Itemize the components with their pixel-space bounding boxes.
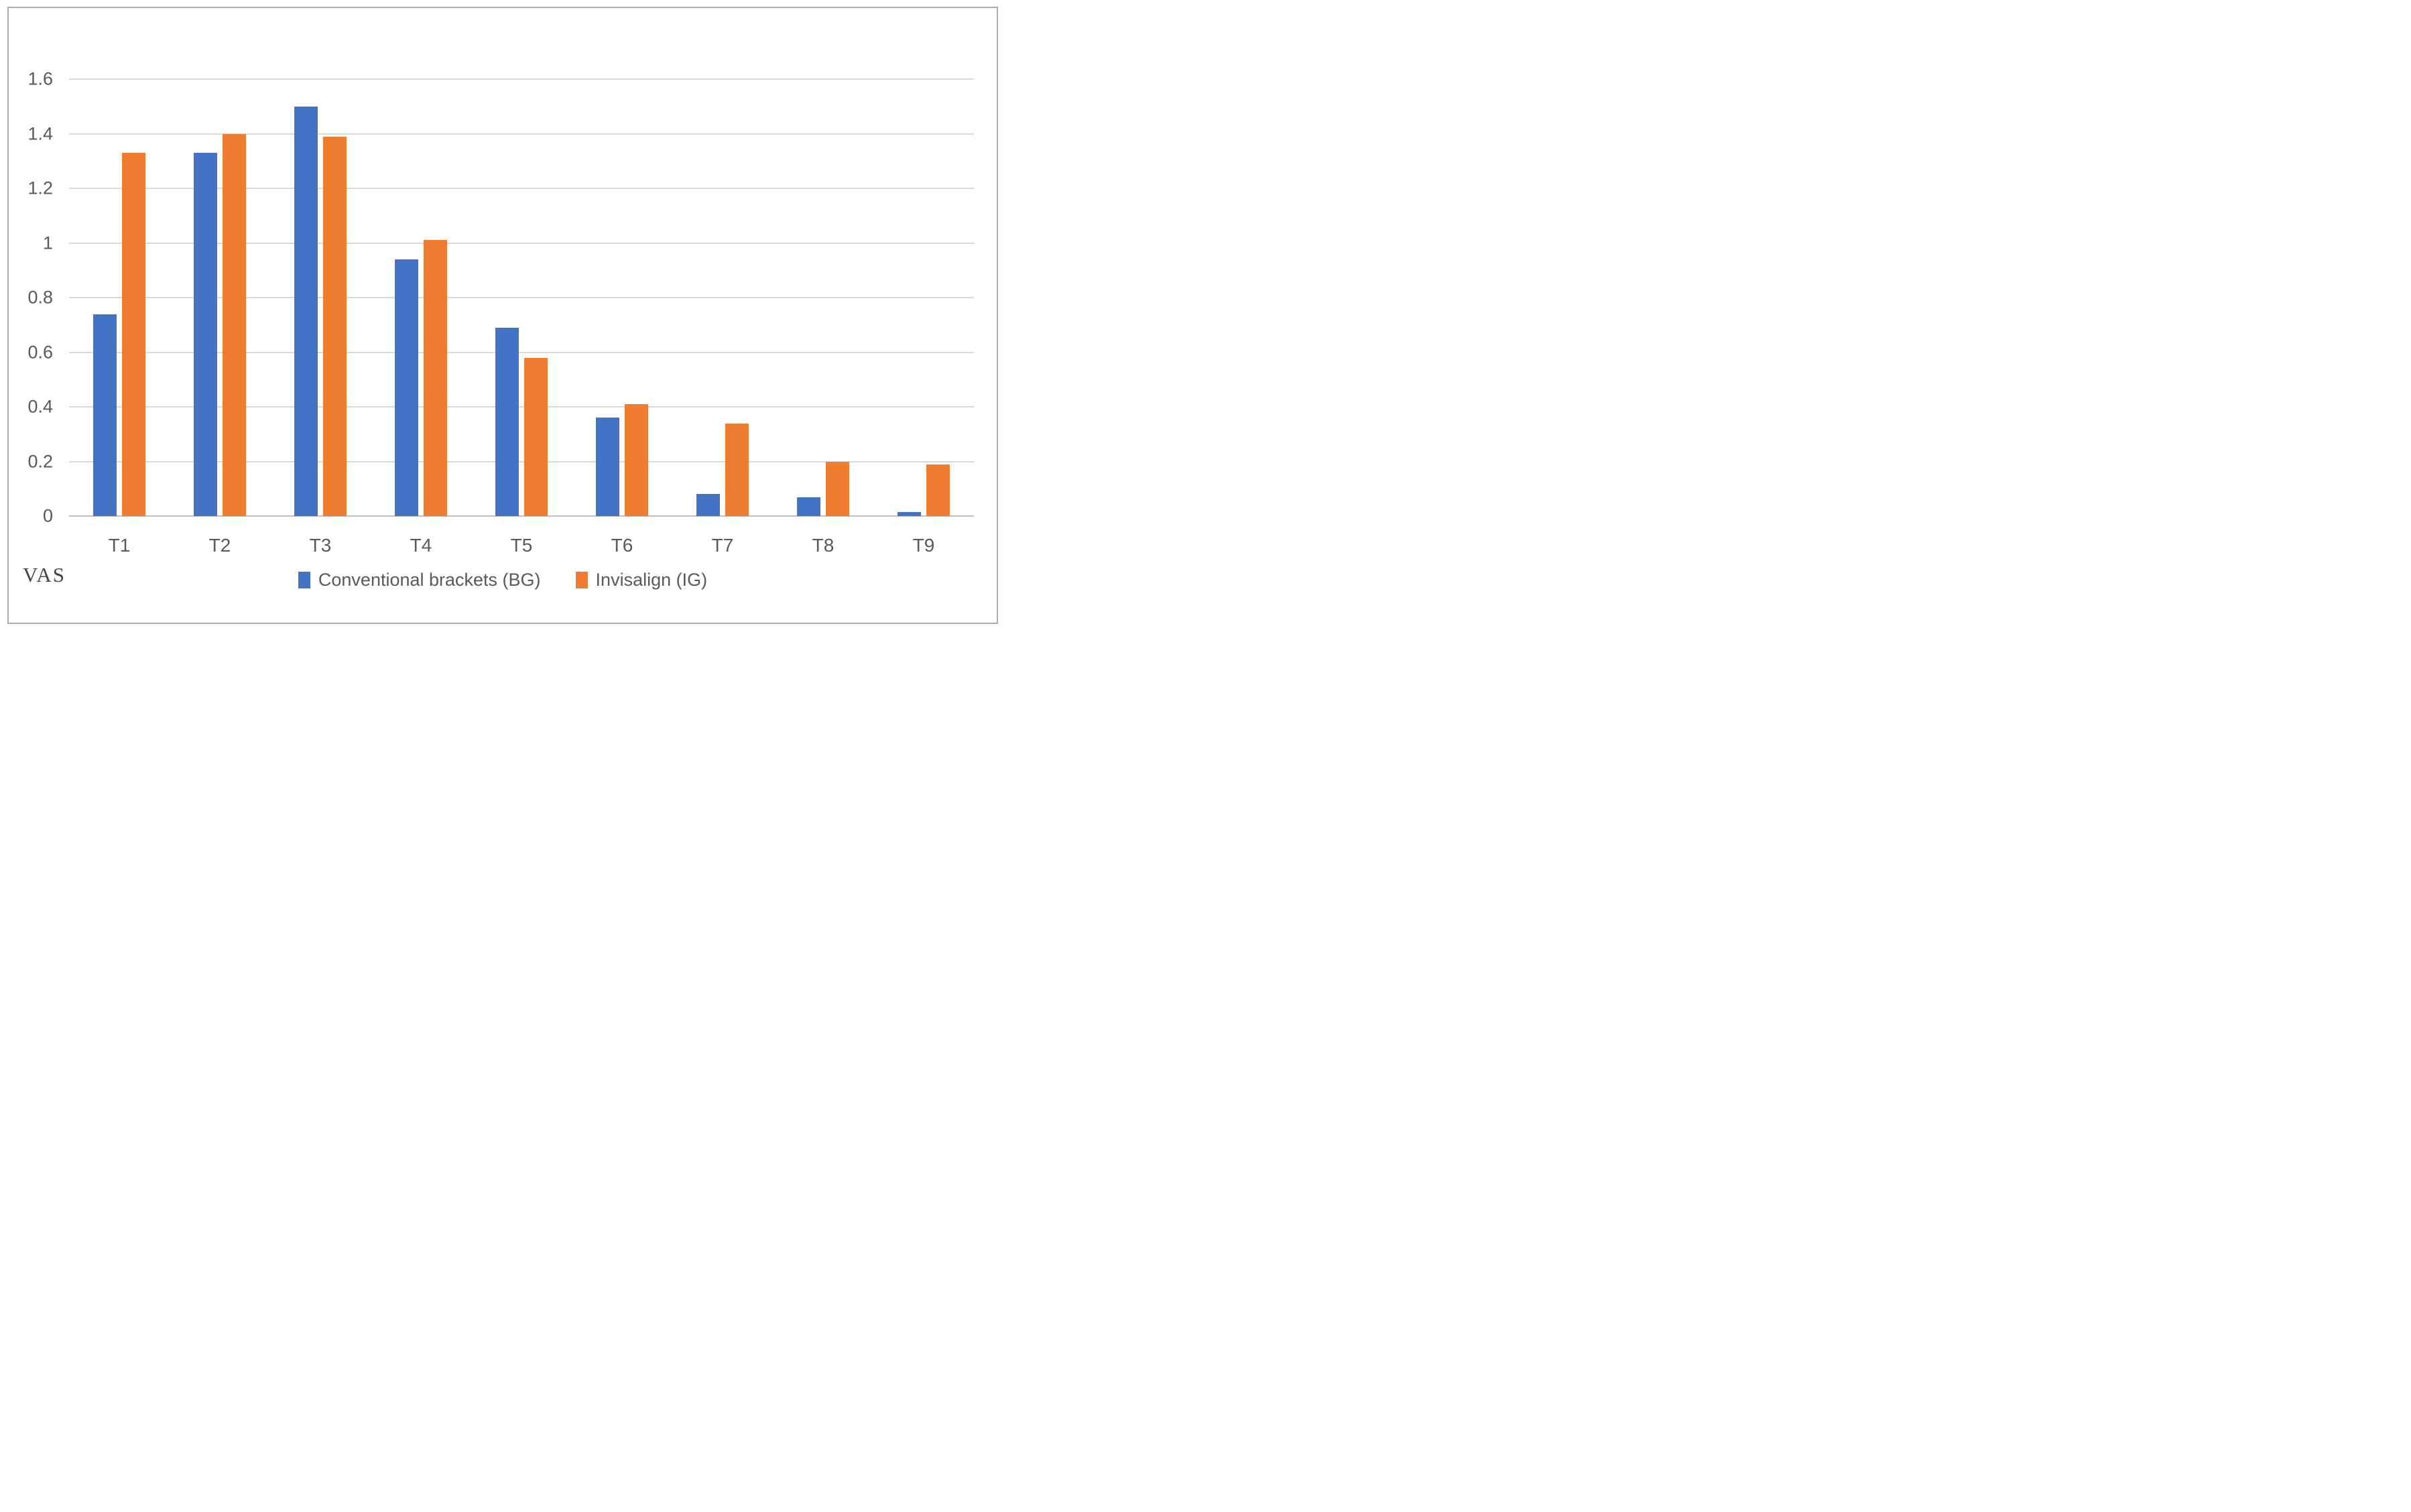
bar-t9-bg xyxy=(897,511,921,516)
bar-t6-ig xyxy=(625,403,649,516)
y-tick-label: 0.8 xyxy=(27,287,53,308)
bar-t3-ig xyxy=(323,136,347,516)
bar-t2-bg xyxy=(193,153,217,516)
bar-t7-bg xyxy=(696,494,720,516)
x-tick-label-t6: T6 xyxy=(611,535,633,556)
x-tick-label-t1: T1 xyxy=(108,535,131,556)
y-tick-label: 1.6 xyxy=(27,68,53,89)
y-tick-label: 0.2 xyxy=(27,451,53,472)
y-axis-title: VAS xyxy=(23,563,66,586)
bar-t4-ig xyxy=(424,240,448,516)
x-tick-label-t9: T9 xyxy=(912,535,935,556)
x-tick-label-t4: T4 xyxy=(410,535,432,556)
legend-item-ig: Invisalign (IG) xyxy=(575,570,708,590)
y-tick-label: 0.6 xyxy=(27,342,53,363)
bar-t1-ig xyxy=(122,153,146,516)
bar-t6-bg xyxy=(595,418,619,516)
bar-t5-bg xyxy=(495,327,519,516)
gridline xyxy=(69,461,974,462)
bg-series-swatch-icon xyxy=(298,572,310,588)
gridline xyxy=(69,406,974,407)
bar-t8-bg xyxy=(796,497,820,516)
legend-item-bg: Conventional brackets (BG) xyxy=(298,570,541,590)
legend: Conventional brackets (BG) Invisalign (I… xyxy=(0,570,1005,590)
gridline xyxy=(69,188,974,189)
gridline xyxy=(69,297,974,298)
x-tick-label-t2: T2 xyxy=(208,535,231,556)
y-tick-label: 1 xyxy=(42,233,53,253)
x-tick-label-t3: T3 xyxy=(309,535,332,556)
gridline xyxy=(69,78,974,80)
bar-t2-ig xyxy=(223,133,247,516)
bar-t5-ig xyxy=(524,357,548,516)
x-tick-label-t7: T7 xyxy=(711,535,734,556)
gridline xyxy=(69,133,974,135)
gridline xyxy=(69,352,974,353)
x-tick-label-t8: T8 xyxy=(812,535,834,556)
legend-label-ig: Invisalign (IG) xyxy=(595,570,708,590)
bar-t3-bg xyxy=(294,106,318,516)
bar-t8-ig xyxy=(826,461,850,516)
x-tick-label-t5: T5 xyxy=(510,535,533,556)
y-tick-label: 1.4 xyxy=(27,123,53,144)
y-tick-label: 1.2 xyxy=(27,178,53,198)
legend-label-bg: Conventional brackets (BG) xyxy=(318,570,541,590)
figure: 0 0.2 0.4 0.6 0.8 1 1.2 1.4 1.6 T1 T2 T3 T4 T5 T6 T7 T8 T… xyxy=(0,0,1005,631)
y-tick-label: 0.4 xyxy=(27,396,53,417)
bar-t4-bg xyxy=(394,259,418,516)
plot-area: 0 0.2 0.4 0.6 0.8 1 1.2 1.4 1.6 T1 T2 T3 T4 T5 T6 T7 T8 T… xyxy=(27,70,974,556)
figure-frame xyxy=(7,7,998,624)
y-tick-label: 0 xyxy=(42,505,53,526)
ig-series-swatch-icon xyxy=(575,572,588,588)
gridline xyxy=(69,243,974,244)
bar-t9-ig xyxy=(926,464,950,516)
x-axis-line xyxy=(69,515,974,517)
bar-t7-ig xyxy=(725,423,749,516)
bar-t1-bg xyxy=(92,314,117,516)
